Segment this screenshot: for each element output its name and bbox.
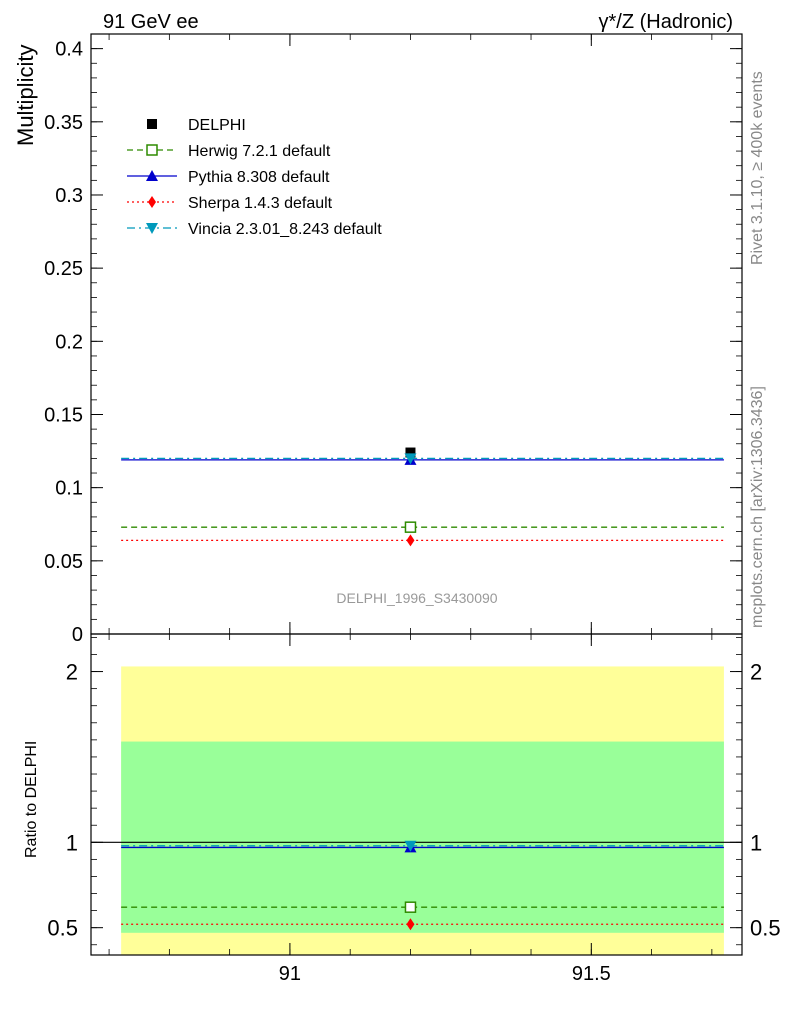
legend-marker-data bbox=[147, 119, 157, 129]
legend-label-vincia: Vincia 2.3.01_8.243 default bbox=[188, 221, 382, 238]
ratio-band-inner bbox=[121, 741, 724, 933]
main-y-tick-label: 0.2 bbox=[55, 331, 83, 353]
main-y-tick-label: 0.35 bbox=[44, 112, 83, 134]
main-y-tick-label: 0.15 bbox=[44, 404, 83, 426]
chart-title-left: 91 GeV ee bbox=[103, 11, 199, 33]
ratio-y-tick-label: 2 bbox=[66, 660, 78, 685]
legend-label-data: DELPHI bbox=[188, 117, 246, 134]
main-y-tick-label: 0.3 bbox=[55, 185, 83, 207]
legend-marker-herwig bbox=[146, 144, 158, 156]
ratio-y-axis-label: Ratio to DELPHI bbox=[23, 741, 40, 858]
ratio-y-tick-label-right: 1 bbox=[750, 830, 762, 855]
main-y-axis-label: Multiplicity bbox=[13, 45, 38, 146]
legend-label-pythia: Pythia 8.308 default bbox=[188, 169, 330, 186]
ratio-point-sherpa bbox=[406, 918, 415, 931]
ratio-point-herwig bbox=[404, 901, 417, 913]
legend-marker-pythia bbox=[146, 170, 158, 181]
ratio-y-tick-label: 0.5 bbox=[47, 916, 78, 941]
main-y-tick-label: 0.1 bbox=[55, 478, 83, 500]
ratio-y-tick-label-right: 0.5 bbox=[750, 916, 781, 941]
legend-marker-sherpa bbox=[148, 196, 156, 208]
legend: DELPHI Herwig 7.2.1 default Pythia 8.308 d… bbox=[127, 117, 382, 238]
x-tick-label: 91 bbox=[279, 963, 301, 985]
main-y-tick-label: 0.05 bbox=[44, 551, 83, 573]
main-y-tick-label: 0 bbox=[72, 624, 83, 646]
main-panel: 0 0.05 0.1 0.15 0.2 0.25 0.3 0.35 0.4 bbox=[44, 33, 743, 646]
series-point-data bbox=[405, 447, 416, 458]
series-point-sherpa bbox=[406, 534, 415, 547]
chart-title-right: γ*/Z (Hadronic) bbox=[599, 11, 733, 33]
legend-marker-vincia bbox=[146, 223, 158, 234]
ratio-point-vincia bbox=[404, 840, 417, 852]
ratio-y-tick-label-right: 2 bbox=[750, 660, 762, 685]
ratio-panel: 0.5 0.5 1 1 2 2 91 91.5 bbox=[47, 633, 781, 985]
legend-label-sherpa: Sherpa 1.4.3 default bbox=[188, 195, 333, 212]
ratio-plot-frame bbox=[90, 633, 743, 956]
main-y-tick-label: 0.25 bbox=[44, 258, 83, 280]
legend-label-herwig: Herwig 7.2.1 default bbox=[188, 143, 331, 160]
series-point-herwig bbox=[404, 521, 417, 533]
rivet-note: Rivet 3.1.10, ≥ 400k events bbox=[749, 71, 766, 265]
ratio-y-tick-label: 1 bbox=[66, 830, 78, 855]
main-y-tick-label: 0.4 bbox=[55, 39, 83, 61]
analysis-watermark: DELPHI_1996_S3430090 bbox=[336, 590, 497, 606]
series-point-vincia bbox=[404, 453, 417, 465]
x-tick-label: 91.5 bbox=[572, 963, 611, 985]
mcplots-note: mcplots.cern.ch [arXiv:1306.3436] bbox=[749, 386, 766, 628]
